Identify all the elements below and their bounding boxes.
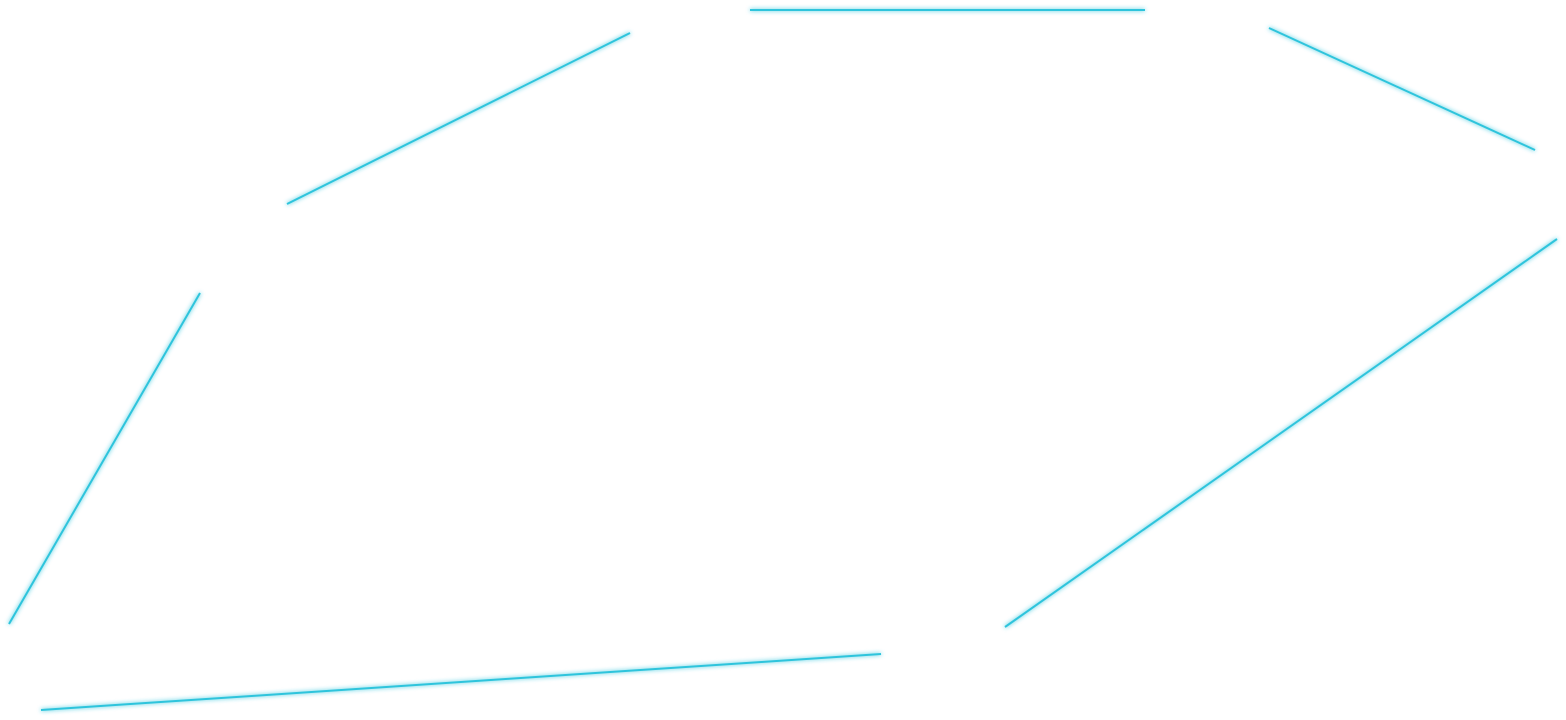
line-segment-5 bbox=[40, 653, 882, 711]
line-segment-3 bbox=[1268, 27, 1536, 151]
line-segment-1 bbox=[286, 32, 631, 205]
line-segment-6 bbox=[8, 292, 201, 625]
line-segment-4 bbox=[1004, 238, 1558, 628]
